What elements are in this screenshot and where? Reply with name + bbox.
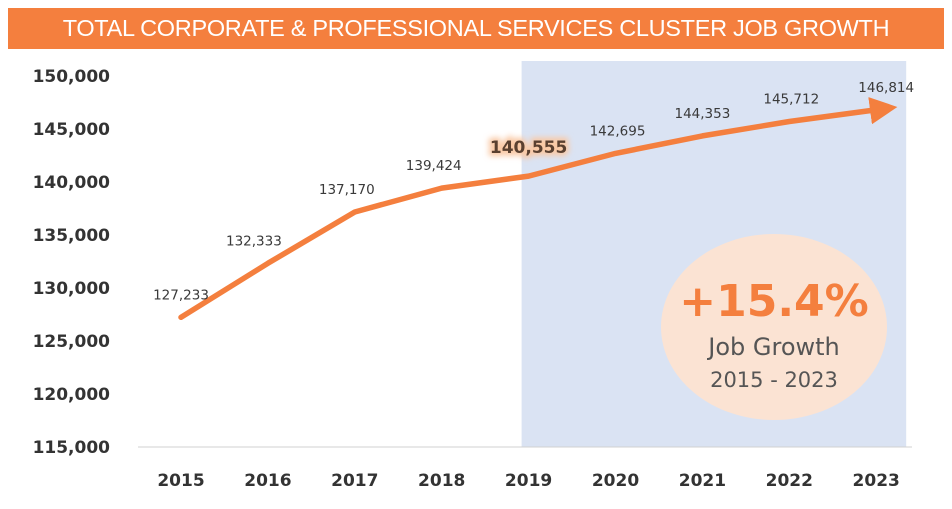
chart-title: TOTAL CORPORATE & PROFESSIONAL SERVICES … [62, 15, 890, 41]
growth-callout-value: +15.4% [679, 276, 869, 327]
growth-callout-bubble [661, 234, 887, 420]
series-line [178, 96, 898, 321]
x-tick-label: 2019 [505, 471, 552, 491]
x-tick-label: 2020 [592, 471, 639, 491]
data-label: 142,695 [590, 123, 646, 139]
x-tick-label: 2015 [157, 471, 204, 491]
x-tick-label: 2016 [244, 471, 291, 491]
data-label-highlight-glow: 140,555 [490, 138, 567, 158]
y-tick-label: 145,000 [33, 120, 111, 140]
data-label: 145,712 [763, 91, 819, 107]
y-tick-label: 150,000 [33, 67, 111, 87]
y-tick-label: 140,000 [33, 173, 111, 193]
y-tick-label: 125,000 [33, 332, 111, 352]
data-label: 146,814 [858, 80, 914, 96]
x-tick-label: 2023 [853, 471, 900, 491]
data-label: 139,424 [406, 158, 462, 174]
growth-callout-label: Job Growth [706, 333, 840, 361]
data-label: 127,233 [153, 287, 209, 303]
data-label: 132,333 [226, 233, 282, 249]
x-tick-label: 2018 [418, 471, 465, 491]
data-label: 144,353 [674, 106, 730, 122]
x-tick-label: 2017 [331, 471, 378, 491]
y-tick-label: 130,000 [33, 279, 111, 299]
chart-title-banner: TOTAL CORPORATE & PROFESSIONAL SERVICES … [8, 8, 944, 49]
data-label: 137,170 [319, 182, 375, 198]
y-tick-label: 135,000 [33, 226, 111, 246]
data-label: 140,555 [490, 138, 567, 158]
x-tick-label: 2021 [679, 471, 726, 491]
growth-callout-years: 2015 - 2023 [710, 368, 838, 392]
y-tick-label: 120,000 [33, 385, 111, 405]
x-tick-label: 2022 [766, 471, 813, 491]
y-tick-label: 115,000 [33, 438, 111, 458]
